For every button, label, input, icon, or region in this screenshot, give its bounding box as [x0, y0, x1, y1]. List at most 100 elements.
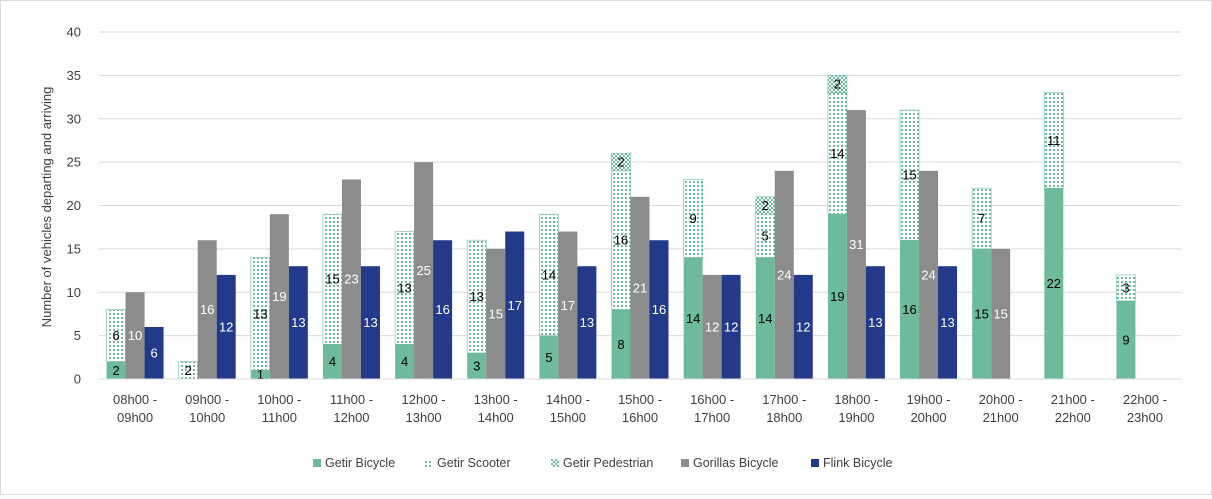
legend-item: Getir Pedestrian — [551, 456, 653, 470]
x-tick-label: 12h00 — [333, 410, 369, 425]
bar-segment — [900, 240, 920, 379]
x-tick-label: 15h00 - — [618, 392, 662, 407]
bar-segment — [486, 248, 506, 379]
data-label: 11 — [1047, 133, 1061, 148]
bar-segment — [919, 170, 939, 379]
x-tick-label: 12h00 - — [402, 392, 446, 407]
bar-segment — [395, 344, 415, 379]
x-tick-label: 17h00 - — [762, 392, 806, 407]
bar-segment — [577, 266, 597, 379]
x-tick-label: 23h00 — [1127, 410, 1163, 425]
data-label: 2 — [834, 77, 841, 92]
data-label: 12 — [796, 319, 810, 334]
legend-label: Getir Pedestrian — [563, 456, 653, 470]
data-label: 12 — [705, 319, 719, 334]
bar-segment — [972, 248, 992, 379]
bar-segment — [774, 170, 794, 379]
data-label: 19 — [272, 289, 286, 304]
x-tick-label: 14h00 - — [546, 392, 590, 407]
data-label: 13 — [397, 280, 411, 295]
legend-label: Getir Bicycle — [325, 456, 395, 470]
bar-segment — [938, 266, 958, 379]
x-tick-label: 16h00 - — [690, 392, 734, 407]
data-label: 16 — [200, 302, 214, 317]
data-label: 15 — [488, 306, 502, 321]
x-tick-label: 09h00 — [117, 410, 153, 425]
data-label: 15 — [325, 272, 339, 287]
x-tick-label: 19h00 - — [906, 392, 950, 407]
legend-swatch — [313, 459, 321, 467]
legend-item: Getir Scooter — [425, 456, 511, 470]
x-tick-label: 22h00 — [1055, 410, 1091, 425]
y-tick-label: 5 — [74, 328, 81, 343]
data-label: 4 — [329, 354, 336, 369]
legend-label: Flink Bicycle — [823, 456, 893, 470]
data-label: 14 — [758, 311, 772, 326]
bar-segment — [991, 248, 1011, 379]
bar-segment — [106, 361, 126, 379]
data-label: 14 — [686, 311, 700, 326]
data-label: 17 — [561, 298, 575, 313]
legend-swatch — [681, 459, 689, 467]
data-label: 4 — [401, 354, 408, 369]
bar-segment — [611, 153, 631, 172]
bar-segment — [288, 266, 308, 379]
data-label: 24 — [777, 267, 791, 282]
data-label: 5 — [545, 350, 552, 365]
data-label: 22 — [1047, 276, 1061, 291]
data-label: 31 — [849, 237, 863, 252]
data-label: 1 — [257, 367, 264, 382]
y-tick-label: 25 — [67, 155, 81, 170]
y-tick-label: 10 — [67, 285, 81, 300]
x-tick-label: 10h00 - — [257, 392, 301, 407]
bars — [106, 75, 1136, 380]
x-tick-label: 10h00 — [189, 410, 225, 425]
legend: Getir Bicycle Getir Scooter Getir Pedestri… — [313, 456, 893, 470]
bar-segment — [144, 326, 164, 379]
data-label: 2 — [112, 363, 119, 378]
x-tick-label: 09h00 - — [185, 392, 229, 407]
y-tick-label: 15 — [67, 241, 81, 256]
y-tick-label: 35 — [67, 68, 81, 83]
data-label: 16 — [614, 233, 628, 248]
x-tick-label: 16h00 — [622, 410, 658, 425]
data-label: 3 — [1122, 280, 1129, 295]
data-label: 6 — [150, 345, 157, 360]
x-tick-label: 20h00 — [910, 410, 946, 425]
bar-segment — [558, 231, 578, 379]
data-label: 13 — [291, 315, 305, 330]
bar-segment — [539, 335, 559, 379]
legend-swatch — [811, 459, 819, 467]
data-label: 15 — [993, 306, 1007, 321]
bar-segment — [250, 257, 271, 371]
bar-segment — [341, 179, 361, 379]
bar-segment — [865, 266, 885, 379]
bar-segment — [846, 110, 866, 379]
legend-swatch — [425, 459, 433, 467]
x-tick-label: 14h00 — [478, 410, 514, 425]
bar-segment — [683, 257, 703, 379]
bar-segment — [1116, 274, 1136, 302]
data-label: 3 — [473, 358, 480, 373]
data-label: 9 — [690, 211, 697, 226]
bar-segment — [250, 370, 270, 379]
bar-segment — [971, 187, 992, 250]
bar-segment — [649, 240, 669, 379]
data-label: 13 — [469, 289, 483, 304]
x-tick-label: 21h00 - — [1051, 392, 1095, 407]
x-tick-label: 13h00 - — [474, 392, 518, 407]
bar-segment — [1116, 300, 1136, 379]
y-tick-label: 40 — [67, 25, 81, 40]
data-label: 13 — [253, 306, 267, 321]
legend-swatch — [551, 459, 559, 467]
data-label: 21 — [633, 280, 647, 295]
data-label: 2 — [617, 155, 624, 170]
bar-segment — [505, 231, 525, 379]
data-label: 7 — [978, 211, 985, 226]
x-tick-label: 17h00 — [694, 410, 730, 425]
x-tick-label: 22h00 - — [1123, 392, 1167, 407]
x-tick-label: 19h00 — [838, 410, 874, 425]
